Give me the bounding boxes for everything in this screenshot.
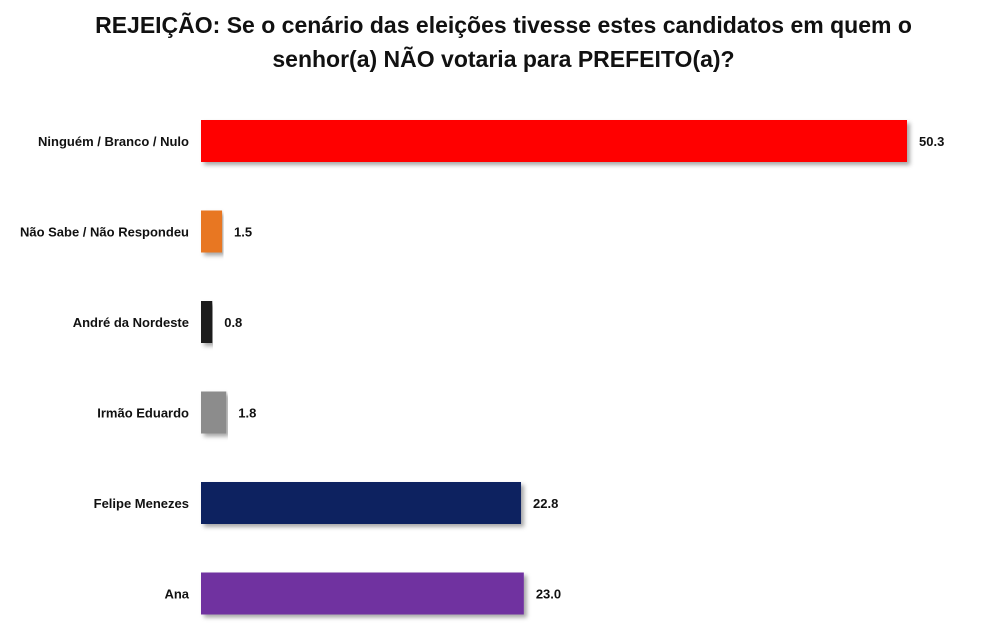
category-label-irmao-eduardo: Irmão Eduardo [97, 406, 189, 421]
value-label-irmao-eduardo: 1.8 [238, 406, 256, 421]
value-label-andre-da-nordeste: 0.8 [224, 315, 242, 330]
category-label-andre-da-nordeste: André da Nordeste [73, 315, 189, 330]
value-label-ana: 23.0 [536, 587, 561, 602]
category-label-ninguem-branco-nulo: Ninguém / Branco / Nulo [38, 134, 189, 149]
bar-ana [201, 572, 524, 615]
category-label-nao-sabe-nao-respondeu: Não Sabe / Não Respondeu [20, 225, 189, 240]
value-label-felipe-menezes: 22.8 [533, 496, 558, 511]
bar-andre-da-nordeste [201, 301, 213, 343]
bar-irmao-eduardo [201, 391, 227, 434]
value-label-nao-sabe-nao-respondeu: 1.5 [234, 225, 252, 240]
bar-ninguem-branco-nulo [201, 120, 907, 162]
category-label-ana: Ana [164, 587, 189, 602]
bar-felipe-menezes [201, 482, 522, 524]
bar-nao-sabe-nao-respondeu [201, 210, 223, 253]
chart-title: REJEIÇÃO: Se o cenário das eleições tive… [95, 12, 912, 72]
value-label-ninguem-branco-nulo: 50.3 [919, 134, 944, 149]
category-label-felipe-menezes: Felipe Menezes [94, 496, 189, 511]
